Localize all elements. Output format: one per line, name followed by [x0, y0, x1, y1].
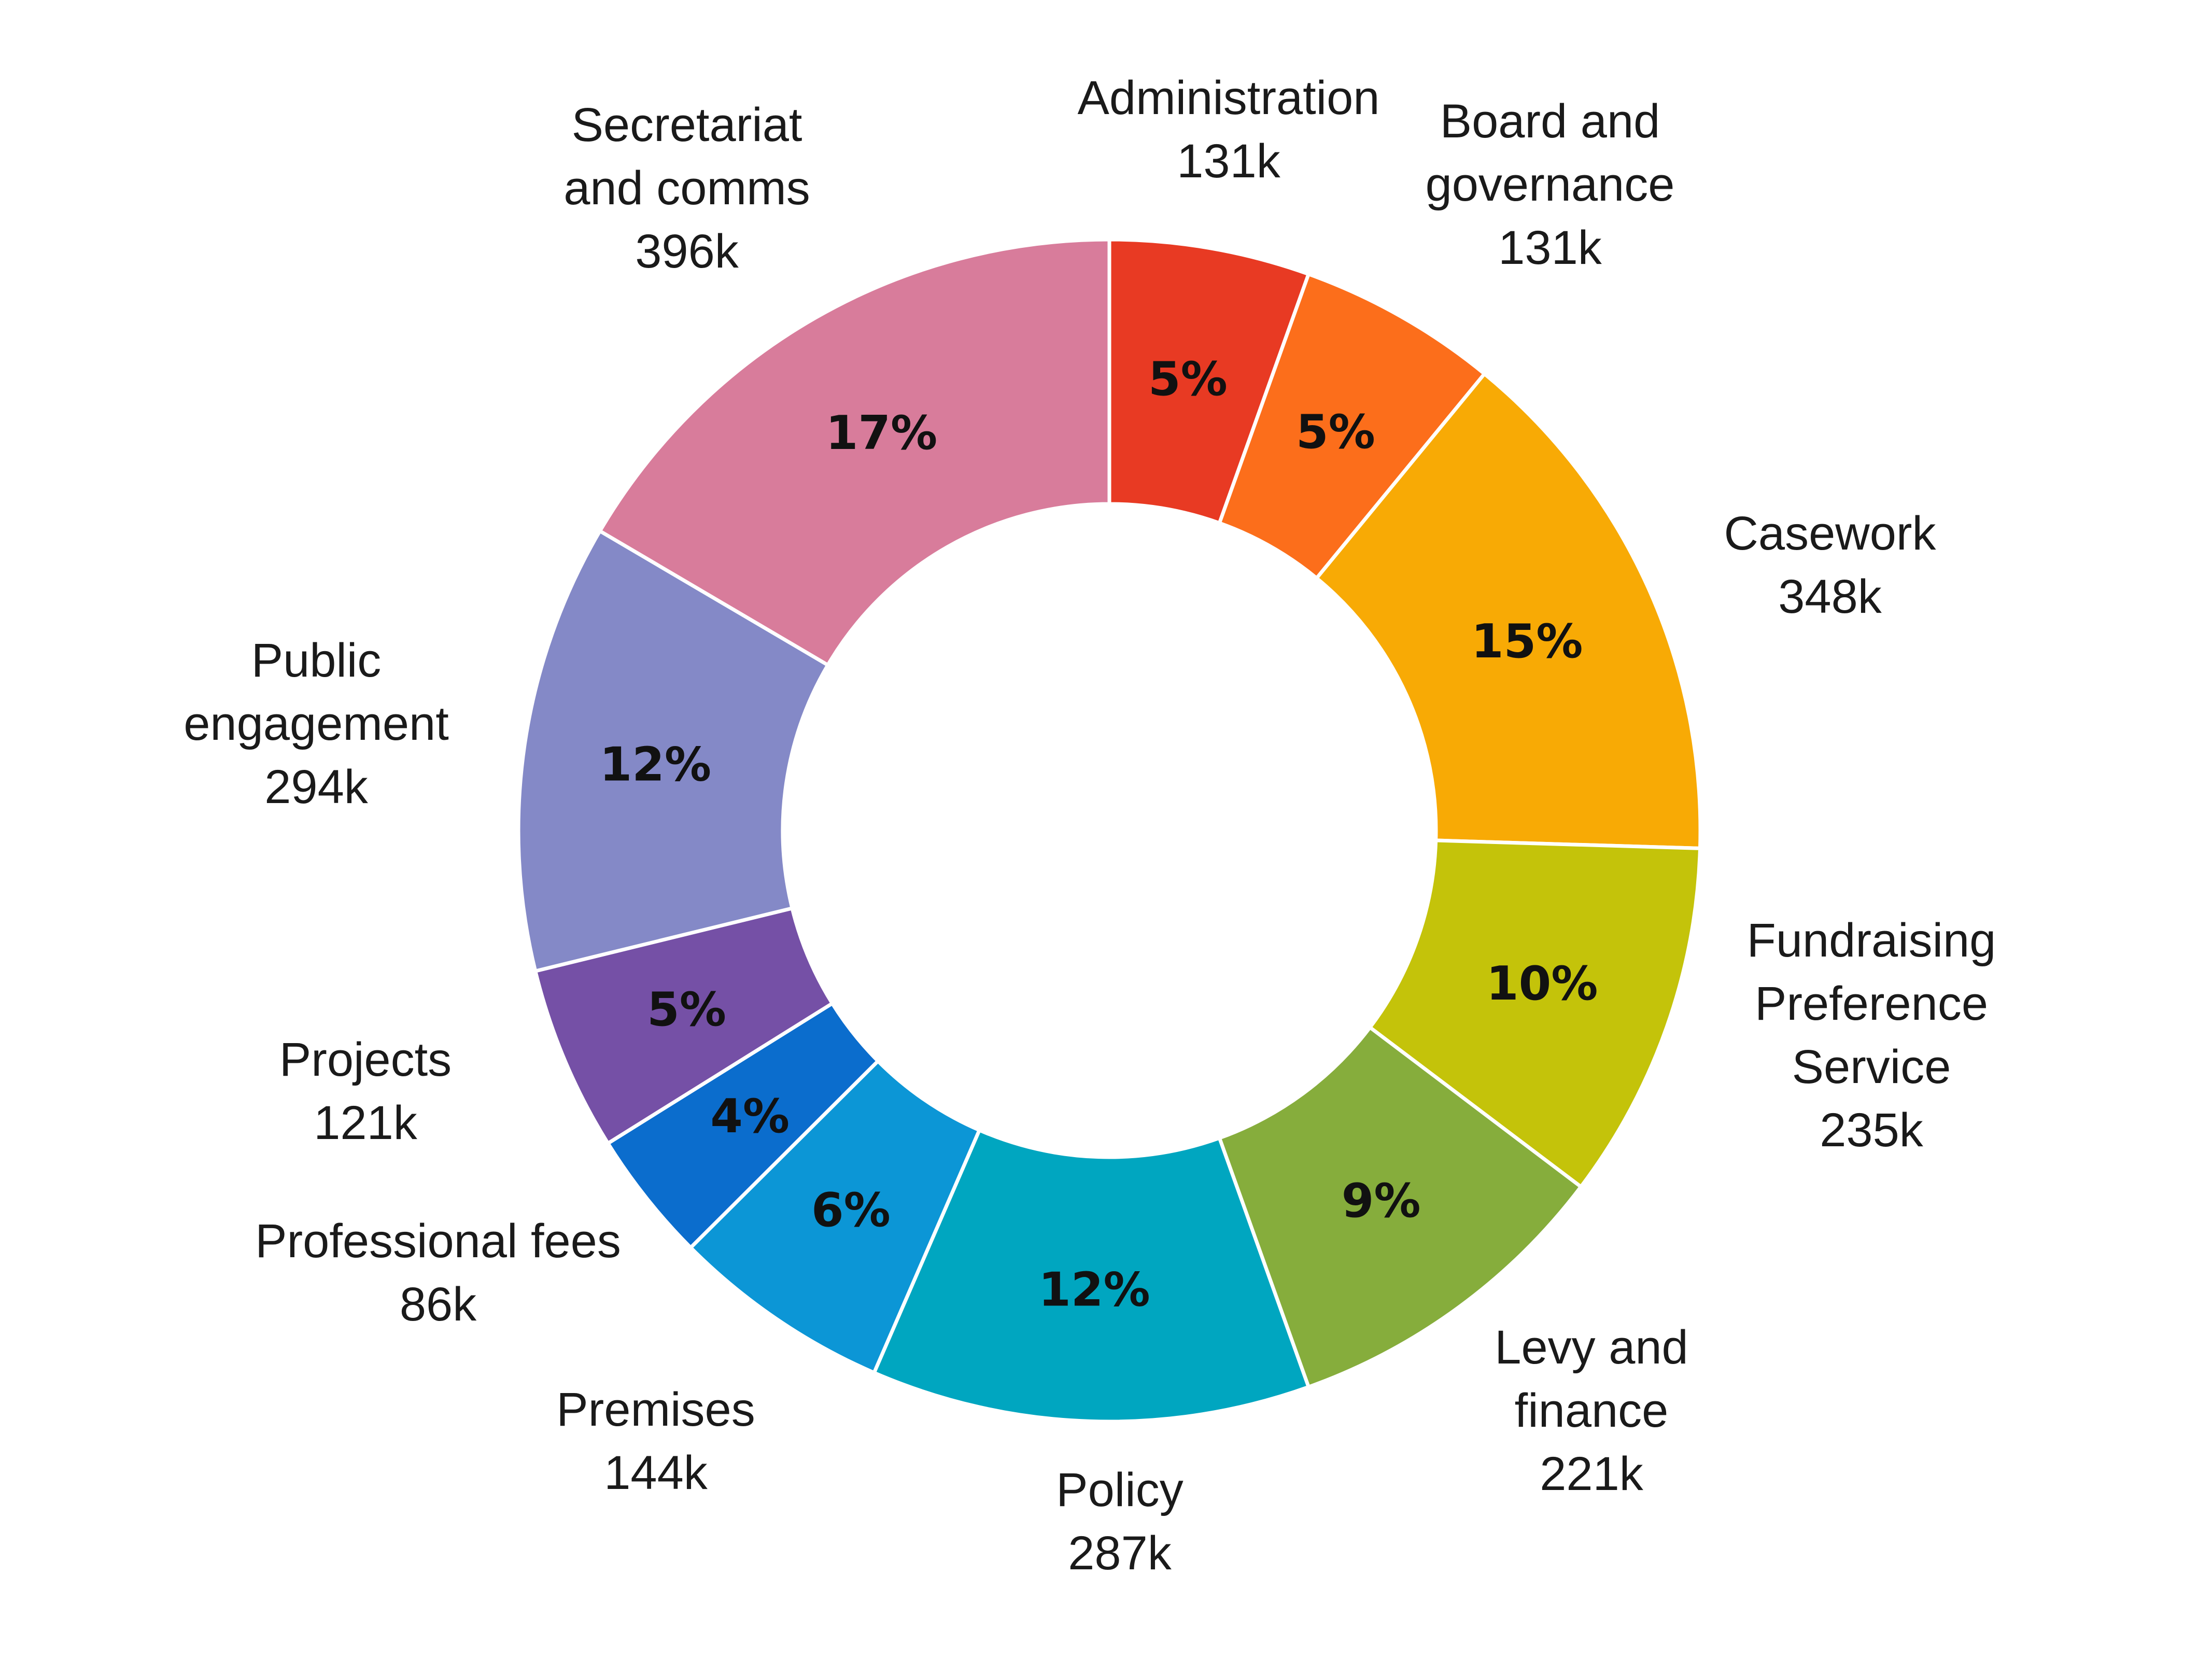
category-name-line: Preference	[1755, 977, 1988, 1030]
category-label: Administration 131k	[1078, 72, 1380, 188]
category-name-line: and comms	[563, 162, 810, 215]
category-value: 121k	[314, 1096, 417, 1149]
slice-secretariat-and-comms	[598, 237, 1111, 667]
category-label: Professional fees 86k	[255, 1215, 621, 1331]
slice-public-engagement	[516, 529, 830, 973]
category-name-line: Casework	[1724, 507, 1936, 560]
category-label: Fundraising Preference Service 235k	[1747, 914, 1996, 1157]
category-label: Casework 348k	[1724, 507, 1936, 623]
category-name-line: Premises	[556, 1383, 755, 1436]
category-value: 221k	[1540, 1447, 1643, 1500]
category-label: Levy and finance 221k	[1495, 1321, 1688, 1500]
category-label: Projects 121k	[279, 1033, 452, 1149]
category-value: 287k	[1068, 1527, 1172, 1580]
category-name-line: Board and	[1440, 95, 1660, 148]
percent-label: 5%	[1148, 352, 1228, 406]
category-name-line: Fundraising	[1747, 914, 1996, 967]
percent-label: 6%	[811, 1183, 891, 1238]
percent-label: 12%	[600, 738, 711, 792]
category-name-line: Levy and	[1495, 1321, 1688, 1374]
category-name-line: Projects	[279, 1033, 452, 1086]
category-name-line: Professional fees	[255, 1215, 621, 1268]
category-labels: Administration 131k Board and governance 131…	[184, 72, 1996, 1580]
category-value: 86k	[400, 1278, 477, 1331]
percent-label: 9%	[1342, 1174, 1421, 1228]
category-value: 348k	[1778, 570, 1882, 623]
percent-label: 10%	[1486, 957, 1598, 1011]
percent-labels: 5% 5% 15% 10% 9% 12% 6% 4% 5% 12% 17%	[600, 352, 1598, 1317]
percent-label: 4%	[710, 1089, 790, 1144]
category-label: Public engagement 294k	[184, 634, 449, 813]
donut-slices	[516, 237, 1702, 1424]
category-name-line: governance	[1426, 158, 1675, 211]
category-name-line: Service	[1792, 1041, 1951, 1093]
category-value: 131k	[1177, 135, 1280, 188]
category-name-line: finance	[1515, 1384, 1669, 1437]
category-name-line: Secretariat	[572, 99, 802, 151]
slice-policy	[872, 1128, 1311, 1424]
slice-levy-and-finance	[1217, 1025, 1583, 1389]
category-name-line: Policy	[1056, 1464, 1183, 1516]
category-value: 144k	[604, 1446, 708, 1499]
category-value: 235k	[1820, 1104, 1923, 1157]
slice-fundraising-preference-service	[1368, 838, 1702, 1189]
category-label: Policy 287k	[1056, 1464, 1183, 1580]
category-value: 131k	[1498, 221, 1602, 274]
slice-casework	[1315, 372, 1702, 850]
category-name-line: Public	[251, 634, 382, 687]
category-name-line: engagement	[184, 697, 449, 750]
percent-label: 12%	[1038, 1263, 1150, 1317]
category-label: Premises 144k	[556, 1383, 755, 1499]
percent-label: 15%	[1471, 614, 1583, 669]
percent-label: 5%	[647, 982, 726, 1037]
category-name-line: Administration	[1078, 72, 1380, 124]
percent-label: 5%	[1296, 405, 1375, 459]
category-label: Board and governance 131k	[1426, 95, 1675, 274]
percent-label: 17%	[826, 406, 937, 460]
category-value: 396k	[635, 225, 739, 278]
category-label: Secretariat and comms 396k	[563, 99, 810, 278]
category-value: 294k	[264, 761, 368, 813]
